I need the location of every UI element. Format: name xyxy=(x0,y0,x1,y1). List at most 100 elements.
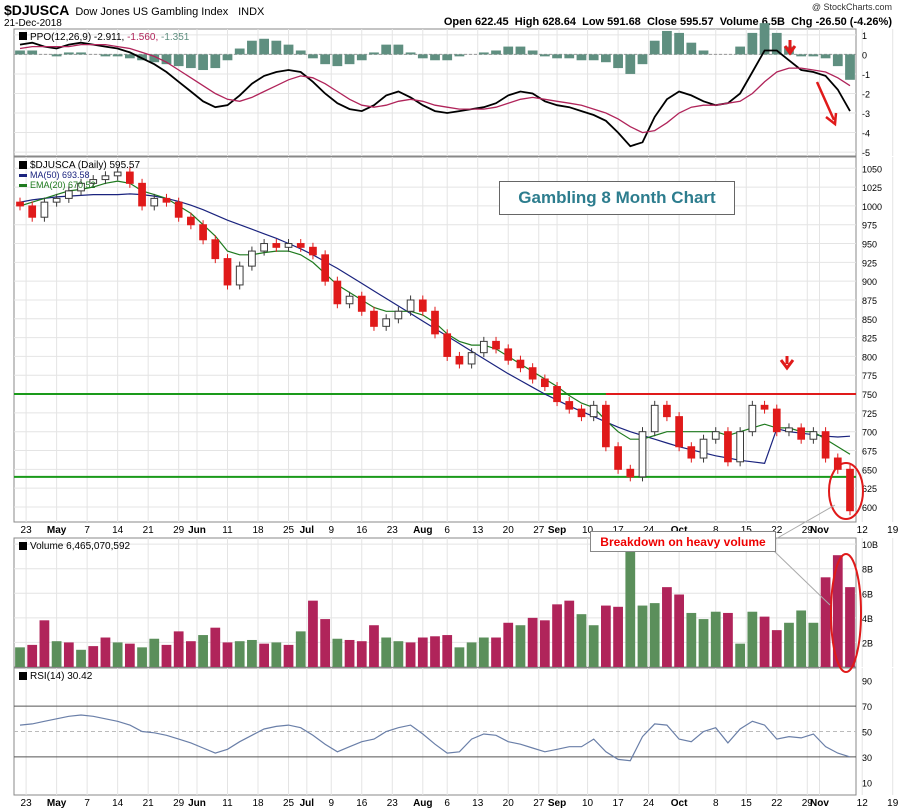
price-legend: $DJUSCA (Daily) 595.57 xyxy=(30,160,140,171)
candle-body xyxy=(504,348,513,361)
volume-bar xyxy=(430,636,440,667)
x-tick-label: Nov xyxy=(810,798,829,809)
ppo-legend: PPO(12,26,9) -2.911, -1.560, -1.351 xyxy=(30,32,190,43)
price-tick-label: 675 xyxy=(862,447,877,457)
ppo-histogram-bar xyxy=(698,50,709,55)
x-tick-label: 29 xyxy=(173,798,185,809)
volume-bar xyxy=(173,631,184,667)
ppo-histogram-bar xyxy=(588,54,599,61)
volume-bar xyxy=(491,637,501,667)
candle-body xyxy=(650,404,659,433)
candle-body xyxy=(406,299,415,312)
ppo-line-0 xyxy=(19,41,851,148)
candle-body xyxy=(455,355,464,365)
credit: @ StockCharts.com xyxy=(811,2,892,12)
candle-body xyxy=(748,404,757,433)
x-tick-label: 10 xyxy=(582,798,594,809)
x-tick-label: 29 xyxy=(173,525,185,536)
ema20-legend-swatch xyxy=(19,184,27,187)
x-tick-label: 16 xyxy=(356,798,368,809)
ma50-legend-swatch xyxy=(19,174,27,177)
x-tick-label: Aug xyxy=(413,525,432,536)
breakdown-volume-circle xyxy=(830,553,862,673)
ppo-histogram-bar xyxy=(662,30,672,55)
ppo-histogram-bar xyxy=(76,52,86,55)
ppo-legend-swatch xyxy=(19,32,27,40)
breakdown-annotation: Breakdown on heavy volume xyxy=(590,531,776,552)
candle-body xyxy=(235,265,244,286)
candle-body xyxy=(443,333,452,357)
price-tick-label: 875 xyxy=(862,296,877,306)
x-tick-label: 19 xyxy=(887,798,899,809)
rsi-tick-label: 10 xyxy=(862,778,872,788)
ppo-histogram-bar xyxy=(51,54,62,57)
price-tick-label: 950 xyxy=(862,240,877,250)
ppo-histogram-bar xyxy=(613,54,623,69)
volume-bar xyxy=(747,611,758,667)
volume-bar xyxy=(503,622,514,667)
volume-bar xyxy=(247,639,257,667)
volume-tick-label: 10B xyxy=(862,540,878,550)
price-tick-label: 1000 xyxy=(862,202,882,212)
ppo-histogram-bar xyxy=(271,40,282,55)
volume-bar xyxy=(283,644,294,667)
ppo-histogram-bar xyxy=(430,54,440,61)
ppo-histogram-bar xyxy=(63,52,74,55)
candle-body xyxy=(357,295,366,312)
ppo-histogram-bar xyxy=(417,54,428,59)
candle-body xyxy=(431,310,439,335)
x-tick-label: Jun xyxy=(188,798,206,809)
candle-body xyxy=(602,404,610,448)
x-tick-label: 29 xyxy=(802,525,814,536)
candle-body xyxy=(77,182,85,192)
ppo-histogram-bar xyxy=(27,50,38,55)
x-tick-label: 6 xyxy=(444,798,450,809)
close-label: Close xyxy=(646,16,677,28)
volume-bar xyxy=(369,625,379,667)
x-tick-label: 18 xyxy=(252,798,264,809)
ppo-histogram-bar xyxy=(759,23,770,55)
open-label: Open xyxy=(443,16,472,28)
rsi-tick-label: 30 xyxy=(862,753,872,763)
volume-bar xyxy=(771,630,782,667)
volume-bar xyxy=(735,643,746,667)
volume-bar xyxy=(625,544,636,667)
volume-bar xyxy=(234,641,245,667)
x-tick-label: Jul xyxy=(300,525,315,536)
ppo-line-1 xyxy=(19,43,851,134)
candle-body xyxy=(162,197,171,203)
rsi-legend-swatch xyxy=(19,672,27,680)
x-tick-label: 24 xyxy=(643,525,655,536)
ppo-histogram-bar xyxy=(625,54,636,74)
ppo-tick-label: -4 xyxy=(862,129,870,139)
candle-body xyxy=(821,431,830,459)
candle-body xyxy=(772,408,781,433)
symbol: $DJUSCA xyxy=(4,2,70,18)
ppo-histogram-bar xyxy=(527,50,538,55)
x-tick-label: 20 xyxy=(503,798,515,809)
ppo-histogram-bar xyxy=(210,54,221,69)
volume-legend: Volume 6,465,070,592 xyxy=(30,541,131,552)
x-tick-label: 19 xyxy=(887,525,899,536)
ppo-histogram-bar xyxy=(369,52,379,55)
ppo-histogram-bar xyxy=(735,46,746,55)
ppo-histogram-bar xyxy=(649,40,660,55)
ppo-histogram-bar xyxy=(15,50,25,55)
ppo-histogram-bar xyxy=(222,54,233,61)
ppo-histogram-bar xyxy=(234,48,245,55)
volume-bar xyxy=(552,604,562,667)
volume-bar xyxy=(271,642,282,667)
volume-bar xyxy=(149,638,160,667)
volume-label: Volume xyxy=(719,16,759,28)
candle-body xyxy=(382,318,391,327)
volume-bar xyxy=(63,642,74,667)
ppo-histogram-bar xyxy=(332,54,343,67)
candle-body xyxy=(296,243,305,248)
candle-body xyxy=(565,401,574,410)
ppo-tick-label: -3 xyxy=(862,109,870,119)
x-tick-label: May xyxy=(47,798,67,809)
low-value: 591.68 xyxy=(607,16,641,28)
candle-body xyxy=(736,431,745,463)
rsi-tick-label: 70 xyxy=(862,702,872,712)
